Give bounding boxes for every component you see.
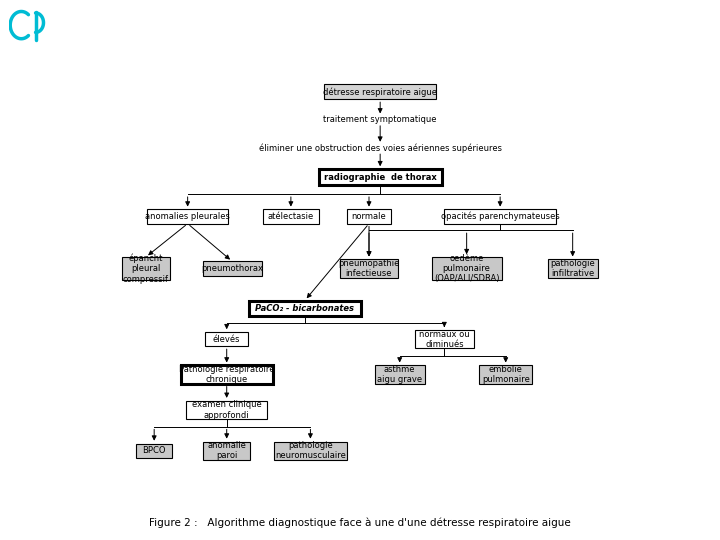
Text: examen clinique
approfondi: examen clinique approfondi [192, 400, 261, 420]
FancyBboxPatch shape [432, 257, 502, 280]
FancyBboxPatch shape [136, 443, 172, 458]
FancyBboxPatch shape [319, 169, 441, 185]
Text: BPCO: BPCO [143, 446, 166, 455]
Text: PaCO₂ - bicarbonates: PaCO₂ - bicarbonates [256, 303, 354, 313]
Text: anomalie
paroi: anomalie paroi [207, 441, 246, 461]
FancyBboxPatch shape [263, 210, 319, 224]
Text: éliminer une obstruction des voies aériennes supérieures: éliminer une obstruction des voies aérie… [258, 143, 502, 153]
Text: normaux ou
diminués: normaux ou diminués [419, 329, 469, 349]
Text: pathologie
neuromusculaire: pathologie neuromusculaire [275, 441, 346, 461]
Text: épancht
pleural
compressif: épancht pleural compressif [123, 253, 168, 284]
Text: atélectasie: atélectasie [268, 212, 314, 221]
Text: opacités parenchymateuses: opacités parenchymateuses [441, 212, 559, 221]
Text: anomalies pleurales: anomalies pleurales [145, 212, 230, 221]
Text: pathologie
infiltrative: pathologie infiltrative [550, 259, 595, 278]
FancyBboxPatch shape [147, 210, 228, 224]
FancyBboxPatch shape [347, 210, 392, 224]
Text: pneumothorax: pneumothorax [202, 264, 264, 273]
Text: oedème
pulmonaire
(OAP/ALI/SDRA): oedème pulmonaire (OAP/ALI/SDRA) [434, 254, 500, 284]
FancyBboxPatch shape [249, 301, 361, 315]
FancyBboxPatch shape [205, 332, 248, 346]
FancyBboxPatch shape [547, 259, 598, 278]
Text: embolie
pulmonaire: embolie pulmonaire [482, 365, 530, 384]
FancyBboxPatch shape [415, 330, 474, 348]
Text: élevés: élevés [213, 335, 240, 344]
FancyBboxPatch shape [274, 442, 347, 460]
Text: pneumopathie
infectieuse: pneumopathie infectieuse [338, 259, 400, 278]
FancyBboxPatch shape [203, 261, 261, 275]
FancyBboxPatch shape [181, 366, 273, 384]
Text: traitement symptomatique: traitement symptomatique [323, 115, 437, 124]
FancyBboxPatch shape [186, 401, 267, 419]
FancyBboxPatch shape [324, 84, 436, 99]
FancyBboxPatch shape [203, 442, 251, 460]
Text: Figure 2 :   Algorithme diagnostique face à une d'une détresse respiratoire aigu: Figure 2 : Algorithme diagnostique face … [149, 518, 571, 528]
FancyBboxPatch shape [480, 366, 532, 384]
FancyBboxPatch shape [340, 259, 398, 278]
Text: asthme
aigu grave: asthme aigu grave [377, 365, 422, 384]
FancyBboxPatch shape [374, 366, 425, 384]
Text: radiographie  de thorax: radiographie de thorax [324, 173, 436, 181]
FancyBboxPatch shape [444, 210, 556, 224]
FancyBboxPatch shape [122, 257, 169, 280]
Text: détresse respiratoire aigue: détresse respiratoire aigue [323, 87, 437, 97]
Text: normale: normale [351, 212, 387, 221]
Text: Pathologie respiratoire
chronique: Pathologie respiratoire chronique [179, 365, 274, 384]
